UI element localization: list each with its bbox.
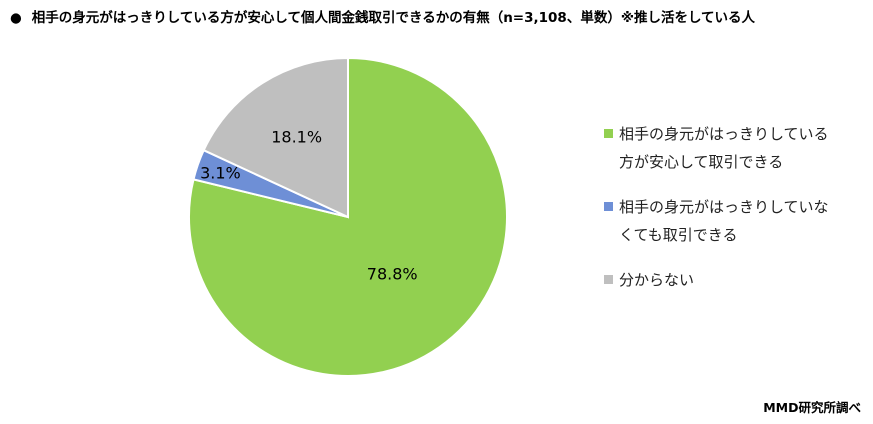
legend-swatch	[604, 129, 613, 138]
legend-item-0: 相手の身元がはっきりしている方が安心して取引できる	[604, 120, 839, 176]
chart-title-text: 相手の身元がはっきりしている方が安心して個人間金銭取引できるかの有無（n=3,1…	[31, 10, 756, 26]
source-note: MMD研究所調べ	[763, 400, 861, 415]
legend-label: 相手の身元がはっきりしている方が安心して取引できる	[619, 125, 829, 171]
legend-label: 相手の身元がはっきりしていなくても取引できる	[619, 198, 829, 244]
legend-item-1: 相手の身元がはっきりしていなくても取引できる	[604, 193, 839, 249]
legend-item-2: 分からない	[604, 266, 839, 294]
legend-swatch	[604, 202, 613, 211]
chart-title: ● 相手の身元がはっきりしている方が安心して個人間金銭取引できるかの有無（n=3,…	[10, 6, 755, 26]
legend-swatch	[604, 275, 613, 284]
legend-label: 分からない	[619, 271, 695, 289]
data-label-1: 3.1%	[200, 163, 241, 182]
data-label-0: 78.8%	[367, 264, 418, 283]
title-bullet: ●	[10, 10, 22, 26]
pie-slice-2	[202, 56, 349, 219]
data-label-2: 18.1%	[271, 128, 322, 147]
